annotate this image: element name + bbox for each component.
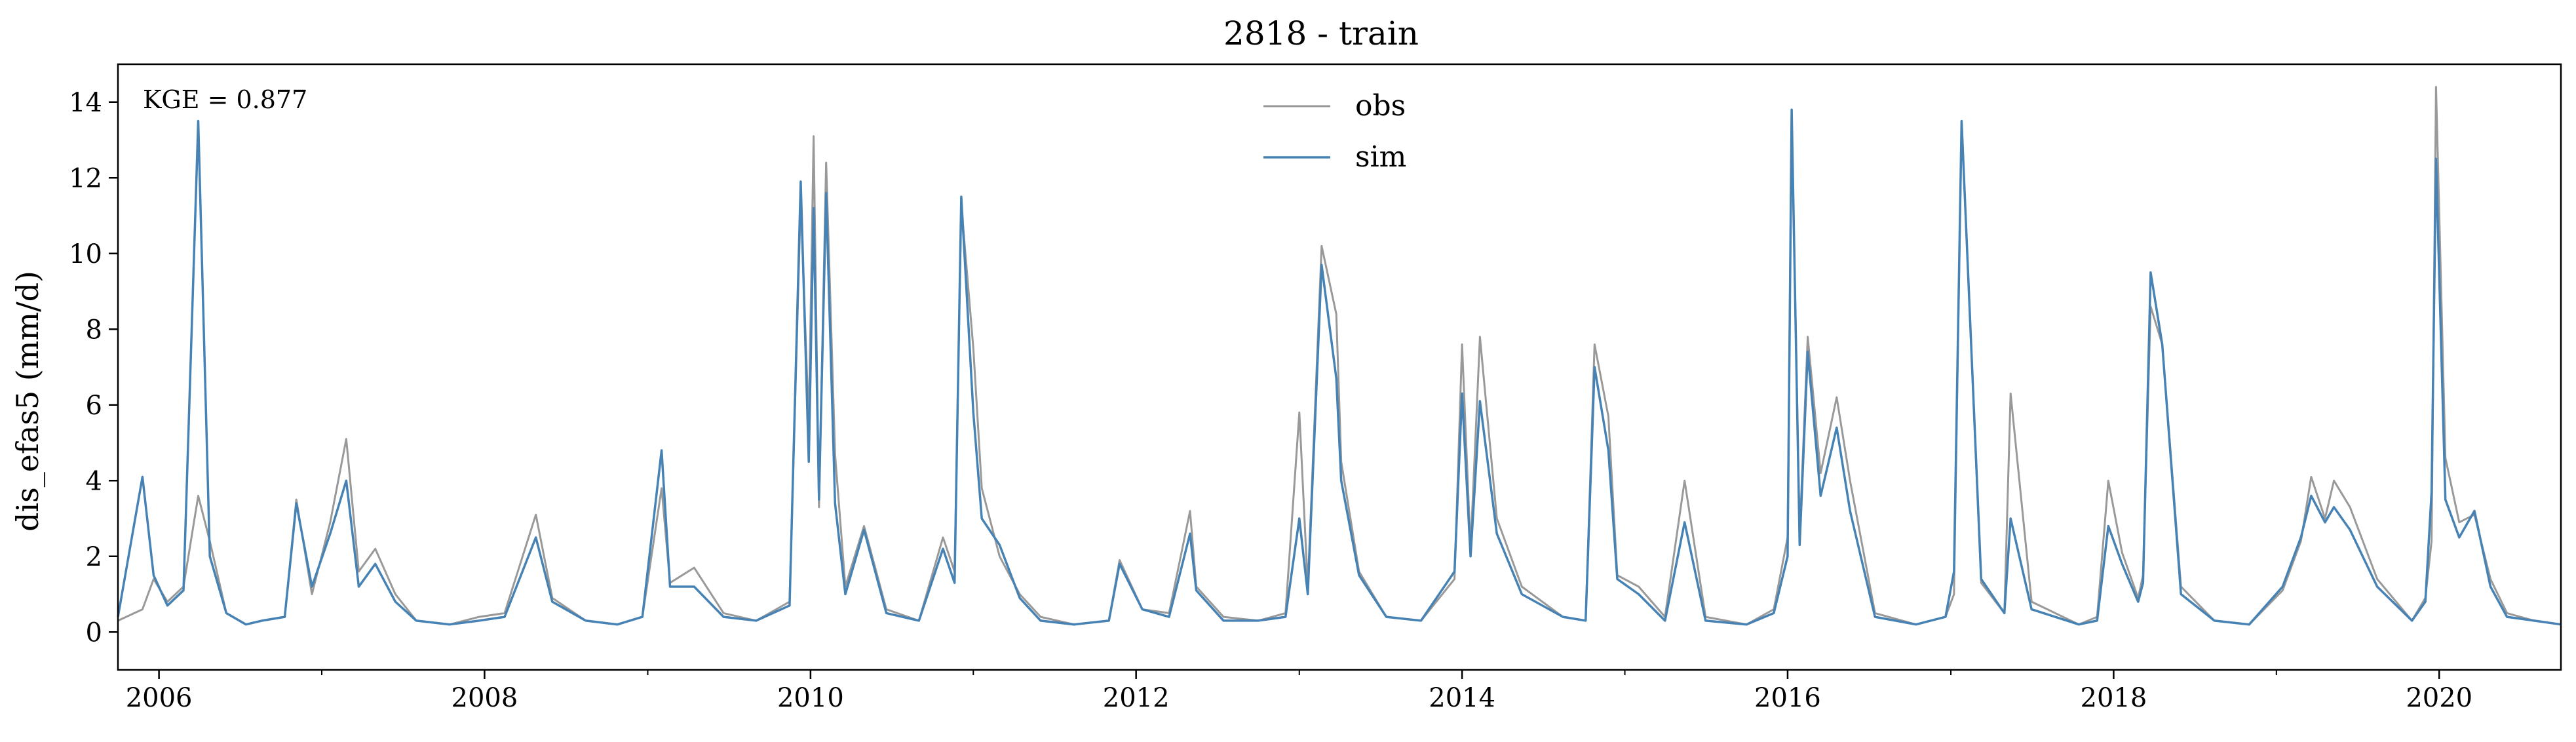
y-tick-label: 0 [86,617,102,648]
legend-label-sim: sim [1355,140,1406,174]
chart-title: 2818 - train [1223,14,1419,52]
y-tick-label: 14 [69,88,102,118]
x-axis: 2006 2008 2010 2012 2014 2016 2018 2020 [126,670,2472,713]
x-tick-label: 2010 [777,683,844,713]
kge-annotation: KGE = 0.877 [143,85,307,114]
legend: obs sim [1263,89,1406,174]
y-tick-label: 8 [86,315,102,345]
plot-area: 2006 2008 2010 2012 2014 2016 2018 2020 0 2 4 6 8 10… [69,63,2562,713]
y-tick-label: 12 [69,163,102,193]
y-tick-label: 10 [69,239,102,269]
legend-label-obs: obs [1355,89,1406,123]
x-tick-label: 2018 [2081,683,2147,713]
plot-frame [117,63,2562,671]
y-tick-label: 2 [86,542,102,572]
series-line-obs [117,86,2562,626]
y-axis-label: dis_efas5 (mm/d) [10,271,45,532]
x-tick-label: 2016 [1754,683,1821,713]
x-tick-label: 2020 [2406,683,2472,713]
x-tick-label: 2006 [126,683,193,713]
series-line-sim [117,108,2562,626]
y-tick-label: 4 [86,466,102,496]
x-tick-label: 2014 [1429,683,1495,713]
x-tick-label: 2012 [1103,683,1170,713]
y-tick-label: 6 [86,391,102,421]
y-axis: 0 2 4 6 8 10 12 14 [69,88,118,648]
x-tick-label: 2008 [452,683,518,713]
series-layer [117,86,2562,626]
